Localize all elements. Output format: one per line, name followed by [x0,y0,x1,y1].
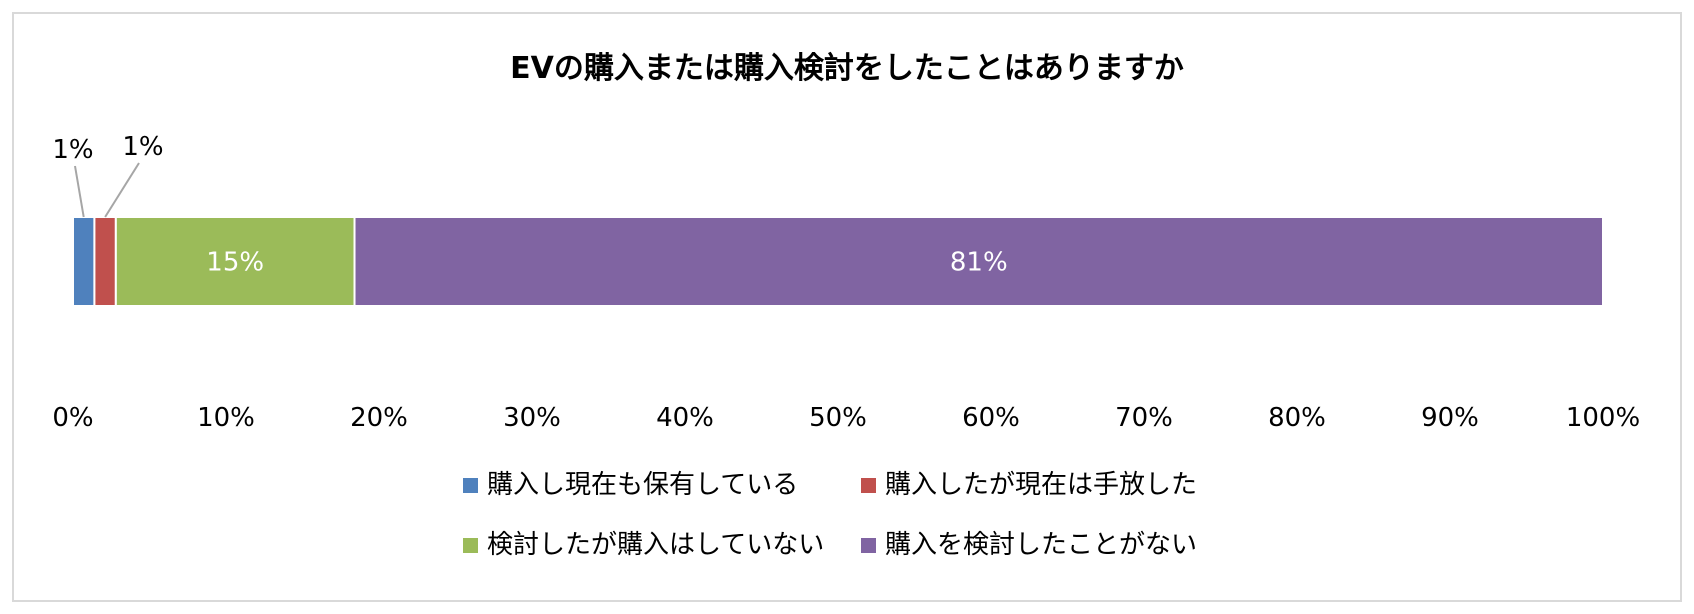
x-tick-label: 0% [52,403,93,433]
data-label-1: 1% [52,135,93,165]
x-tick-label: 90% [1421,403,1479,433]
legend-swatch-1 [463,478,478,493]
bar-segment-2 [93,216,117,307]
x-tick-label: 40% [656,403,714,433]
data-labels: 1% 1% 15% 81% [52,132,1007,278]
legend-label-4: 購入を検討したことがない [885,530,1197,560]
legend-label-1: 購入し現在も保有している [487,470,798,500]
bar-group [72,216,1604,307]
x-tick-label: 80% [1268,403,1326,433]
x-tick-label: 20% [350,403,408,433]
legend-swatch-4 [861,538,876,553]
x-tick-label: 30% [503,403,561,433]
bar-segment-3 [114,216,356,307]
leader-line-1 [74,165,85,218]
x-tick-label: 70% [1115,403,1173,433]
x-axis-ticks: 0% 10% 20% 30% 40% 50% 60% 70% 80% 90% 100% [52,403,1640,433]
leader-line-2 [104,162,140,218]
legend-swatch-2 [861,478,876,493]
x-tick-label: 10% [197,403,255,433]
legend-swatch-3 [463,538,478,553]
leader-lines [74,162,140,218]
x-tick-label: 60% [962,403,1020,433]
x-tick-label: 50% [809,403,867,433]
data-label-2: 1% [122,132,163,162]
legend-label-3: 検討したが購入はしていない [487,530,824,560]
x-tick-label: 100% [1566,403,1640,433]
data-label-4: 81% [950,248,1008,278]
chart-title: EVの購入または購入検討をしたことはありますか [510,51,1184,86]
data-label-3: 15% [206,248,264,278]
bar-segment-4 [353,216,1604,307]
legend-label-2: 購入したが現在は手放した [885,470,1197,500]
bar-segment-1 [72,216,96,307]
